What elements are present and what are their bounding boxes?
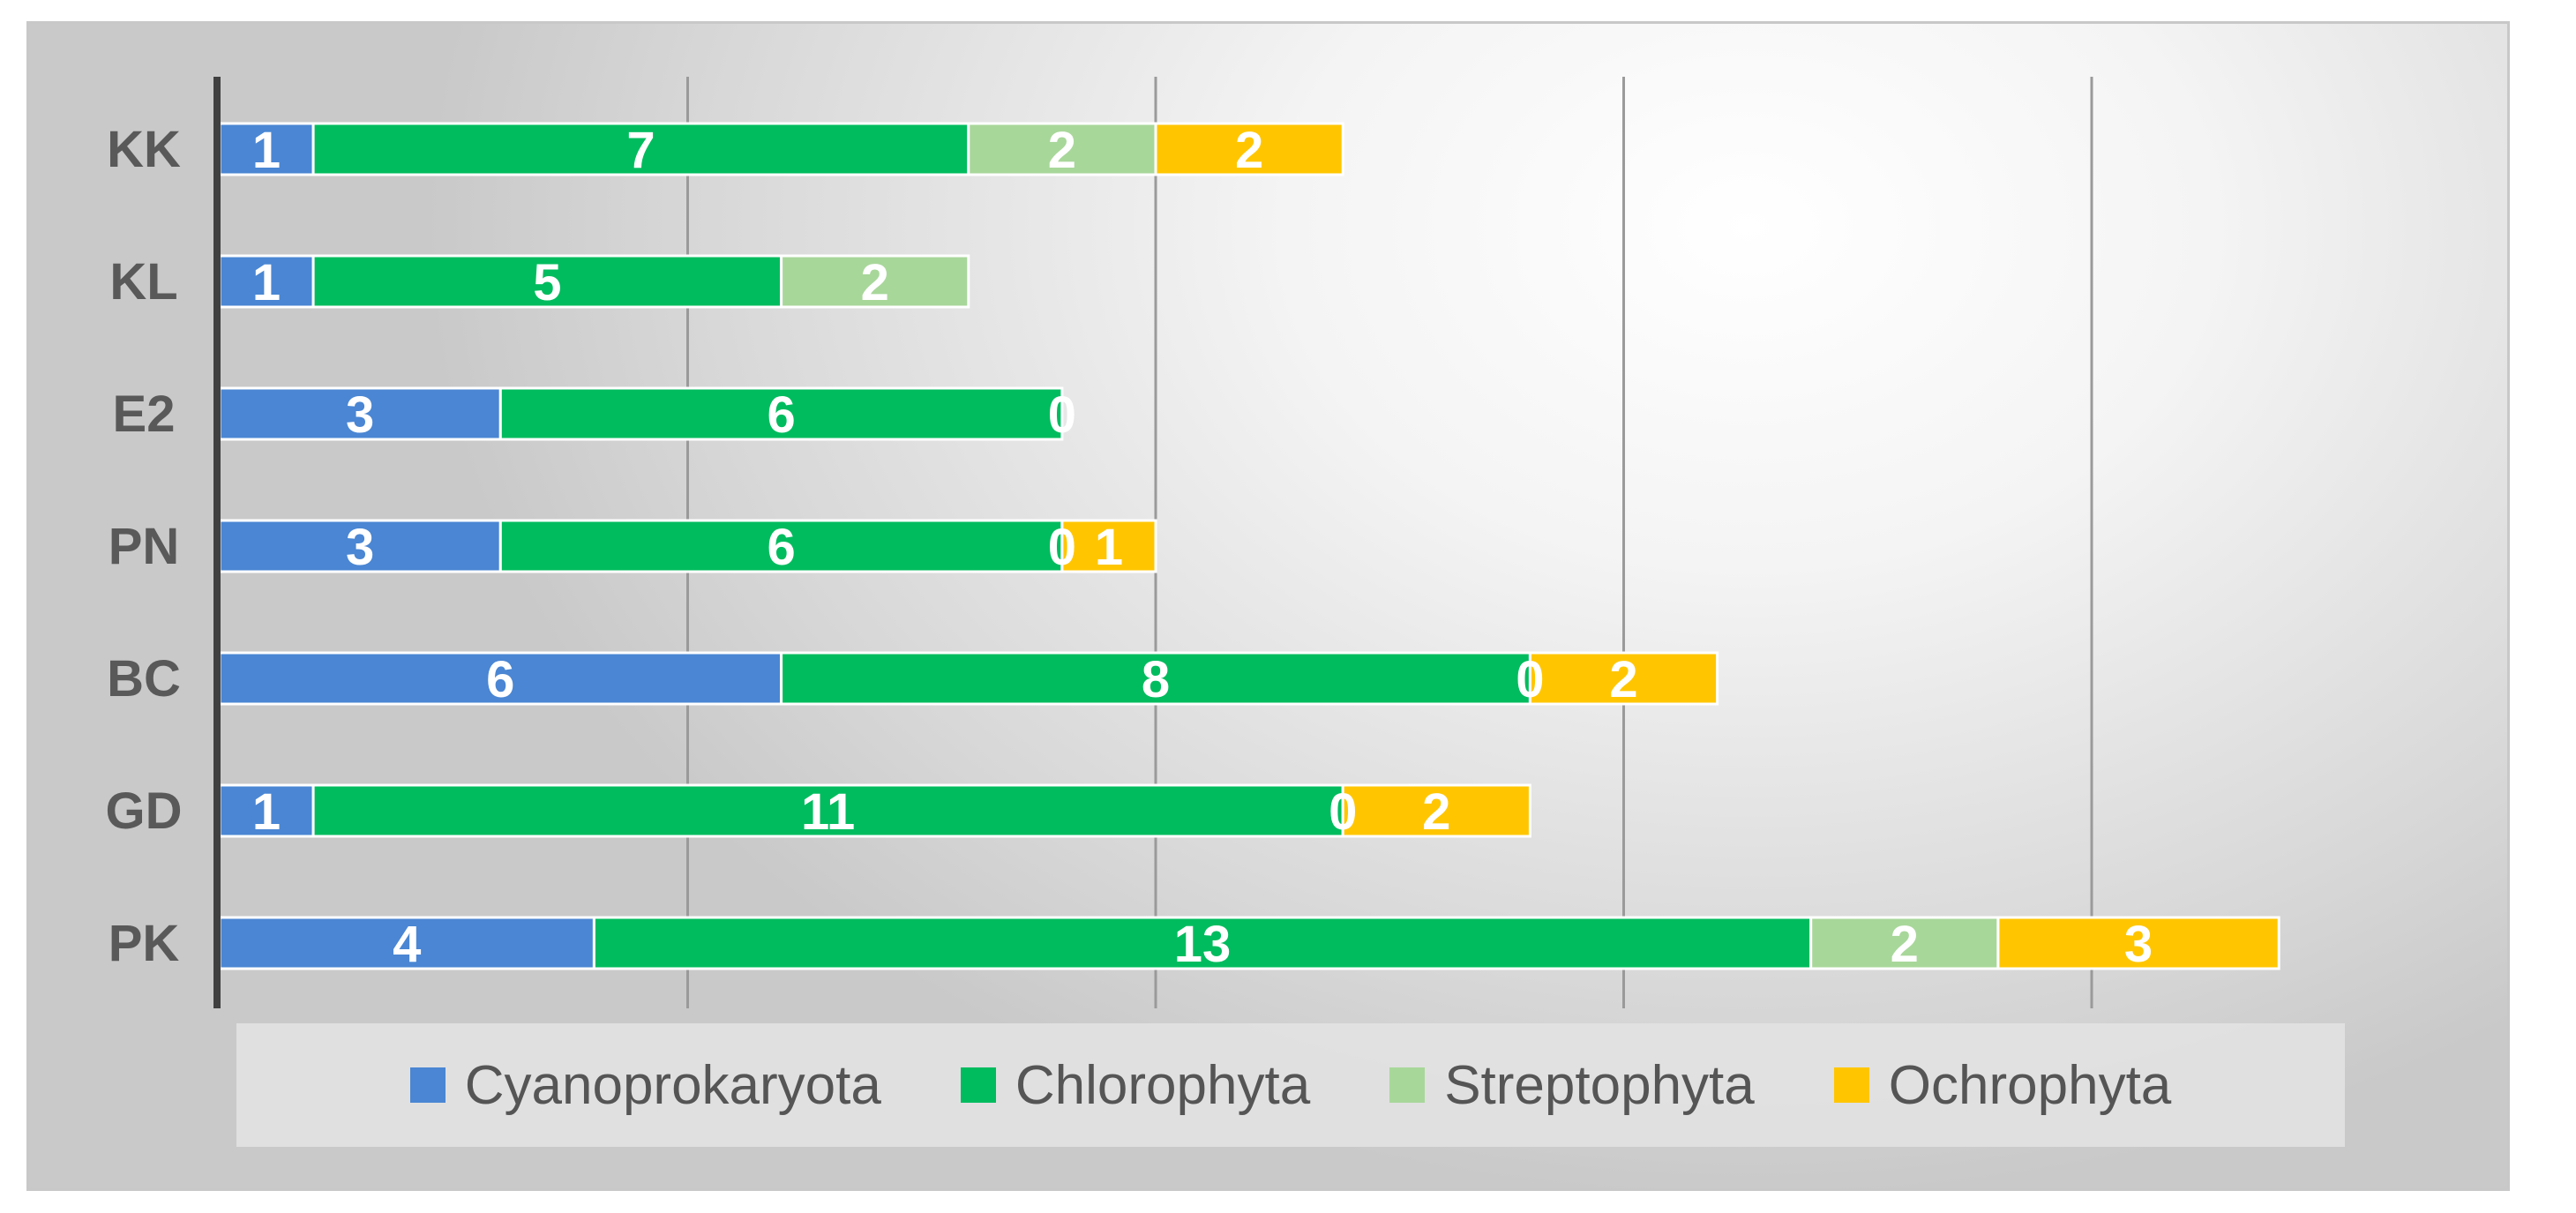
bar-segment (1528, 651, 1719, 706)
legend-swatch (960, 1067, 996, 1103)
category-label: KK (107, 121, 181, 178)
legend-item: Chlorophyta (960, 1054, 1311, 1117)
bar-segment (780, 651, 1531, 706)
bar-segment (218, 519, 502, 573)
data-label: 1 (1095, 519, 1123, 576)
category-label: KL (109, 253, 177, 311)
bar-segment (1154, 122, 1344, 176)
legend-label: Chlorophyta (1015, 1054, 1311, 1116)
bar-segment (498, 519, 1064, 573)
category-label: E2 (113, 386, 176, 443)
data-label: 0 (1048, 519, 1076, 576)
legend-item: Ochrophyta (1833, 1054, 2172, 1117)
chart-frame: 1 7 2 2 1 5 2 3 6 0 3 6 0 1 6 8 0 2 1 11 0 2 4 13 2 3 KK KL E2 PN BC G… (26, 21, 2510, 1191)
data-label: 4 (393, 916, 421, 973)
legend: Cyanoprokaryota Chlorophyta Streptophyta Oc… (236, 1023, 2345, 1147)
bar-segment (311, 122, 970, 176)
data-label: 2 (1235, 122, 1263, 179)
data-label: 6 (767, 386, 795, 444)
data-label: 2 (1422, 783, 1450, 841)
data-label: 6 (486, 651, 514, 708)
legend-label: Ochrophyta (1888, 1054, 2172, 1116)
data-label: 1 (252, 783, 281, 841)
bar-segment (592, 916, 1813, 970)
legend-label: Cyanoprokaryota (464, 1054, 881, 1116)
bar-segment (218, 651, 783, 706)
category-label: BC (107, 650, 181, 708)
data-label: 11 (801, 783, 855, 841)
legend-item: Cyanoprokaryota (409, 1054, 881, 1117)
legend-swatch (1833, 1067, 1869, 1103)
data-label: 7 (626, 122, 655, 179)
legend-swatch (1389, 1067, 1426, 1103)
data-label: 8 (1142, 651, 1170, 708)
data-label: 0 (1048, 386, 1076, 444)
data-label: 0 (1329, 783, 1357, 841)
data-labels: 1 7 2 21 5 23 6 03 6 0 16 8 0 21 11 0 24 13 2 3 (252, 122, 2153, 973)
data-label: 13 (1174, 916, 1232, 973)
category-label: GD (106, 782, 183, 840)
data-label: 1 (252, 254, 281, 311)
legend-label: Streptophyta (1444, 1054, 1755, 1116)
data-label: 3 (2124, 916, 2153, 973)
bar-segment (218, 916, 595, 970)
bar-segment (218, 122, 315, 176)
bars (218, 122, 2280, 970)
category-label: PN (109, 518, 180, 575)
bar-segment (311, 254, 783, 309)
bar-segment (1341, 783, 1531, 838)
data-label: 2 (1891, 916, 1919, 973)
category-labels: KK KL E2 PN BC GD PK (106, 121, 183, 972)
data-label: 5 (533, 254, 561, 311)
stacked-bar-chart: 1 7 2 21 5 23 6 03 6 0 16 8 0 21 11 0 24 13 2 3 KKKLE2PNBCG… (106, 77, 2280, 1008)
bar-segment (967, 122, 1157, 176)
bar-segment (498, 386, 1064, 441)
data-label: 2 (1609, 651, 1637, 708)
bar-segment (1809, 916, 2000, 970)
data-label: 2 (1048, 122, 1076, 179)
data-label: 6 (767, 519, 795, 576)
bar-segment (780, 254, 970, 309)
data-label: 3 (346, 386, 374, 444)
legend-swatch (409, 1067, 446, 1103)
data-label: 2 (861, 254, 889, 311)
bar-segment (1996, 916, 2280, 970)
data-label: 1 (252, 122, 281, 179)
data-label: 0 (1516, 651, 1544, 708)
data-label: 3 (346, 519, 374, 576)
bar-segment (1060, 519, 1157, 573)
legend-item: Streptophyta (1389, 1054, 1755, 1117)
category-label: PK (109, 915, 180, 972)
